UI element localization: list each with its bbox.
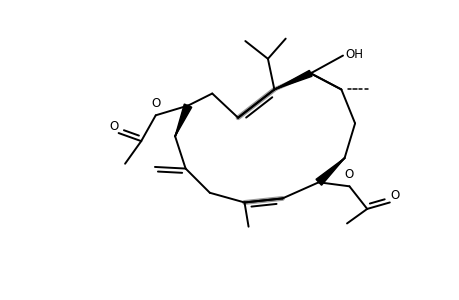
Text: O: O — [389, 190, 398, 202]
Polygon shape — [315, 158, 344, 185]
Text: OH: OH — [345, 48, 363, 61]
Polygon shape — [175, 104, 191, 136]
Text: O: O — [151, 98, 160, 110]
Polygon shape — [274, 70, 311, 89]
Text: O: O — [109, 120, 118, 133]
Text: O: O — [344, 169, 353, 182]
